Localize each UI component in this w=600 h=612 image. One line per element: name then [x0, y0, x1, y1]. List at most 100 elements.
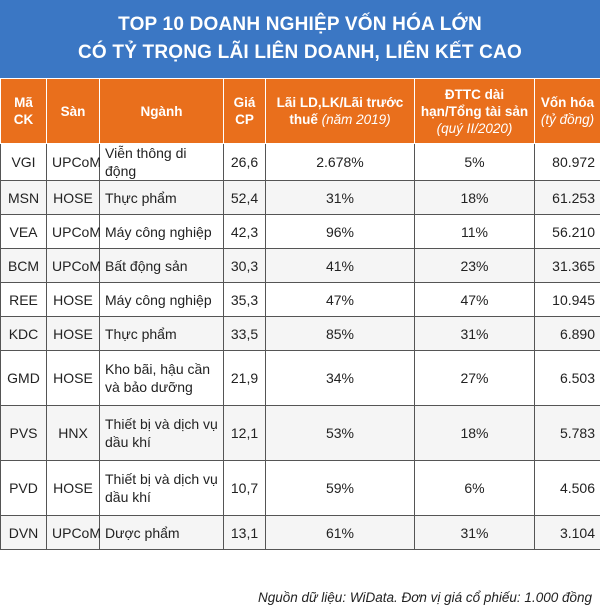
cell-sector: Thiết bị và dịch vụ dầu khí: [99, 405, 224, 461]
col-header-sector: Ngành: [99, 78, 224, 144]
table-row: GMD HOSE Kho bãi, hậu cần và bảo dưỡng 2…: [0, 350, 600, 406]
cell-code: KDC: [0, 316, 47, 351]
cell-sector: Dược phẩm: [99, 515, 224, 550]
title-line-1: TOP 10 DOANH NGHIỆP VỐN HÓA LỚN: [118, 14, 482, 35]
cell-code: VGI: [0, 143, 47, 181]
source-note: Nguồn dữ liệu: WiData. Đơn vị giá cổ phi…: [257, 590, 592, 605]
cell-cap: 10.945: [534, 282, 600, 317]
cell-jv-ratio: 85%: [265, 316, 415, 351]
table-row: PVD HOSE Thiết bị và dịch vụ dầu khí 10,…: [0, 460, 600, 516]
cell-sector: Máy công nghiệp: [99, 214, 224, 249]
cell-sector: Thực phẩm: [99, 316, 224, 351]
cell-jv-ratio: 41%: [265, 248, 415, 283]
cell-price: 35,3: [223, 282, 266, 317]
cell-price: 52,4: [223, 180, 266, 215]
cell-price: 42,3: [223, 214, 266, 249]
cell-code: BCM: [0, 248, 47, 283]
cell-lt-invest: 31%: [414, 316, 535, 351]
cell-sector: Bất động sản: [99, 248, 224, 283]
jv-ratio-label: Lãi LD,LK/Lãi trước thuế: [276, 95, 404, 127]
table-row: REE HOSE Máy công nghiệp 35,3 47% 47% 10…: [0, 282, 600, 317]
cell-code: MSN: [0, 180, 47, 215]
cell-lt-invest: 47%: [414, 282, 535, 317]
cell-jv-ratio: 61%: [265, 515, 415, 550]
col-header-lt-invest: ĐTTC dài hạn/Tổng tài sản (quý II/2020): [414, 78, 535, 144]
cell-code: GMD: [0, 350, 47, 406]
cell-price: 30,3: [223, 248, 266, 283]
table-row: VEA UPCoM Máy công nghiệp 42,3 96% 11% 5…: [0, 214, 600, 249]
cell-exchange: UPCoM: [46, 515, 101, 550]
table-row: VGI UPCoM Viễn thông di động 26,6 2.678%…: [0, 143, 600, 181]
cell-code: VEA: [0, 214, 47, 249]
cell-cap: 80.972: [534, 143, 600, 181]
table-row: PVS HNX Thiết bị và dịch vụ dầu khí 12,1…: [0, 405, 600, 461]
cell-jv-ratio: 59%: [265, 460, 415, 516]
col-header-cap: Vốn hóa (tỷ đồng): [534, 78, 600, 144]
cell-code: DVN: [0, 515, 47, 550]
cell-jv-ratio: 47%: [265, 282, 415, 317]
cell-price: 21,9: [223, 350, 266, 406]
cell-jv-ratio: 96%: [265, 214, 415, 249]
table-header-row: Mã CK Sàn Ngành Giá CP Lãi LD,LK/Lãi trư…: [0, 78, 600, 144]
cell-lt-invest: 6%: [414, 460, 535, 516]
cell-cap: 56.210: [534, 214, 600, 249]
col-header-code: Mã CK: [0, 78, 47, 144]
cell-cap: 6.890: [534, 316, 600, 351]
title-line-2: CÓ TỶ TRỌNG LÃI LIÊN DOANH, LIÊN KẾT CAO: [78, 42, 522, 63]
cell-sector: Máy công nghiệp: [99, 282, 224, 317]
jv-ratio-note: (năm 2019): [321, 112, 391, 127]
cell-cap: 6.503: [534, 350, 600, 406]
cell-exchange: HNX: [46, 405, 100, 461]
cell-code: PVD: [0, 460, 47, 516]
cell-sector: Thực phẩm: [99, 180, 224, 215]
cell-exchange: HOSE: [46, 350, 100, 406]
cell-cap: 3.104: [534, 515, 600, 550]
cell-cap: 61.253: [534, 180, 600, 215]
cell-jv-ratio: 2.678%: [265, 143, 415, 181]
cell-sector: Thiết bị và dịch vụ dầu khí: [99, 460, 224, 516]
table-row: KDC HOSE Thực phẩm 33,5 85% 31% 6.890: [0, 316, 600, 351]
table-row: DVN UPCoM Dược phẩm 13,1 61% 31% 3.104: [0, 515, 600, 550]
cell-price: 33,5: [223, 316, 266, 351]
table-row: MSN HOSE Thực phẩm 52,4 31% 18% 61.253: [0, 180, 600, 215]
cell-lt-invest: 18%: [414, 405, 535, 461]
cell-lt-invest: 5%: [414, 143, 535, 181]
table-row: BCM UPCoM Bất động sản 30,3 41% 23% 31.3…: [0, 248, 600, 283]
cell-exchange: UPCoM: [46, 214, 101, 249]
cell-exchange: UPCoM: [46, 143, 101, 181]
lt-invest-note: (quý II/2020): [436, 120, 513, 136]
cell-exchange: HOSE: [46, 180, 100, 215]
companies-table: Mã CK Sàn Ngành Giá CP Lãi LD,LK/Lãi trư…: [0, 78, 600, 550]
col-header-jv-ratio: Lãi LD,LK/Lãi trước thuế (năm 2019): [265, 78, 415, 144]
cell-price: 13,1: [223, 515, 266, 550]
cell-jv-ratio: 34%: [265, 350, 415, 406]
cell-jv-ratio: 31%: [265, 180, 415, 215]
cell-lt-invest: 31%: [414, 515, 535, 550]
cell-sector: Viễn thông di động: [99, 143, 224, 181]
cell-lt-invest: 23%: [414, 248, 535, 283]
cell-cap: 5.783: [534, 405, 600, 461]
cap-label: Vốn hóa: [540, 95, 595, 110]
cell-cap: 31.365: [534, 248, 600, 283]
col-header-price: Giá CP: [223, 78, 266, 144]
cell-lt-invest: 11%: [414, 214, 535, 249]
cell-price: 26,6: [223, 143, 266, 181]
cell-price: 12,1: [223, 405, 266, 461]
cell-cap: 4.506: [534, 460, 600, 516]
cell-jv-ratio: 53%: [265, 405, 415, 461]
cell-code: REE: [0, 282, 47, 317]
col-header-exchange: Sàn: [46, 78, 100, 144]
cell-sector: Kho bãi, hậu cần và bảo dưỡng: [99, 350, 224, 406]
cell-lt-invest: 18%: [414, 180, 535, 215]
cell-price: 10,7: [223, 460, 266, 516]
cell-code: PVS: [0, 405, 47, 461]
lt-invest-label: ĐTTC dài hạn/Tổng tài sản: [420, 86, 529, 119]
cell-exchange: UPCoM: [46, 248, 101, 283]
title-banner: TOP 10 DOANH NGHIỆP VỐN HÓA LỚN CÓ TỶ TR…: [0, 0, 600, 78]
cell-exchange: HOSE: [46, 460, 100, 516]
cell-exchange: HOSE: [46, 282, 100, 317]
cell-exchange: HOSE: [46, 316, 100, 351]
cell-lt-invest: 27%: [414, 350, 535, 406]
cap-note: (tỷ đồng): [540, 112, 595, 127]
